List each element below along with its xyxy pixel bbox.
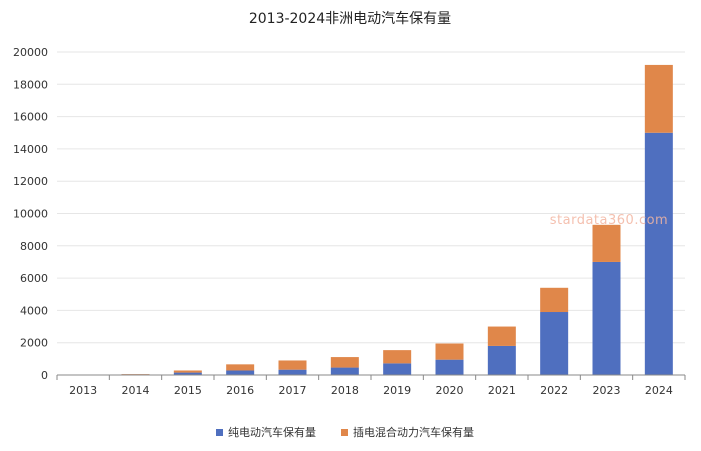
y-tick-label: 0	[41, 369, 48, 382]
bar-bev-2022	[540, 312, 569, 375]
x-tick-label: 2019	[383, 384, 411, 397]
x-tick-label: 2015	[174, 384, 202, 397]
legend-label: 纯电动汽车保有量	[228, 425, 316, 439]
bar-bev-2019	[383, 363, 412, 375]
bars	[69, 64, 673, 375]
bar-bev-2015	[173, 372, 202, 375]
bar-bev-2020	[435, 359, 464, 375]
legend-swatch	[216, 429, 223, 436]
y-tick-label: 14000	[13, 143, 48, 156]
x-tick-label: 2013	[69, 384, 97, 397]
x-tick-label: 2024	[645, 384, 673, 397]
x-tick-label: 2016	[226, 384, 254, 397]
bar-bev-2023	[592, 261, 621, 375]
watermark-text: stardata360.com	[550, 213, 668, 228]
bar-bev-2017	[278, 369, 307, 375]
bar-phev-2019	[383, 350, 412, 364]
x-tick-label: 2017	[279, 384, 307, 397]
legend-swatch	[341, 429, 348, 436]
legend-item: 纯电动汽车保有量	[216, 425, 316, 439]
x-tick-label: 2023	[593, 384, 621, 397]
y-tick-label: 4000	[20, 304, 48, 317]
y-tick-label: 16000	[13, 111, 48, 124]
bar-phev-2021	[487, 326, 516, 346]
bar-phev-2017	[278, 360, 307, 370]
y-tick-label: 12000	[13, 175, 48, 188]
y-axis-ticks: 0 2000 4000 6000 8000 10000 12000 14000 16000 180…	[13, 46, 48, 382]
bar-phev-2018	[330, 357, 359, 368]
y-tick-label: 20000	[13, 46, 48, 59]
x-tick-label: 2018	[331, 384, 359, 397]
x-tick-label: 2022	[540, 384, 568, 397]
bar-phev-2015	[173, 370, 202, 373]
bar-phev-2022	[540, 287, 569, 313]
x-axis-ticks: 2013 2014 2015 2016 2017 2018 2019 2020 2021 2022…	[56, 375, 686, 397]
bar-bev-2024	[644, 132, 673, 375]
y-tick-label: 10000	[13, 208, 48, 221]
bar-bev-2016	[226, 370, 255, 375]
y-tick-label: 8000	[20, 240, 48, 253]
legend-item: 插电混合动力汽车保有量	[341, 425, 474, 439]
y-tick-label: 2000	[20, 337, 48, 350]
bar-phev-2020	[435, 343, 464, 360]
gridlines	[57, 51, 685, 344]
bar-phev-2023	[592, 224, 621, 262]
bar-bev-2018	[330, 367, 359, 375]
legend: 纯电动汽车保有量 插电混合动力汽车保有量	[216, 425, 474, 439]
bar-phev-2016	[226, 364, 255, 371]
chart-title: 2013-2024非洲电动汽车保有量	[249, 10, 451, 27]
x-tick-label: 2021	[488, 384, 516, 397]
bar-phev-2024	[644, 64, 673, 133]
y-tick-label: 18000	[13, 78, 48, 91]
legend-label: 插电混合动力汽车保有量	[353, 425, 474, 439]
x-tick-label: 2014	[122, 384, 150, 397]
y-tick-label: 6000	[20, 272, 48, 285]
bar-bev-2021	[487, 345, 516, 375]
x-tick-label: 2020	[436, 384, 464, 397]
